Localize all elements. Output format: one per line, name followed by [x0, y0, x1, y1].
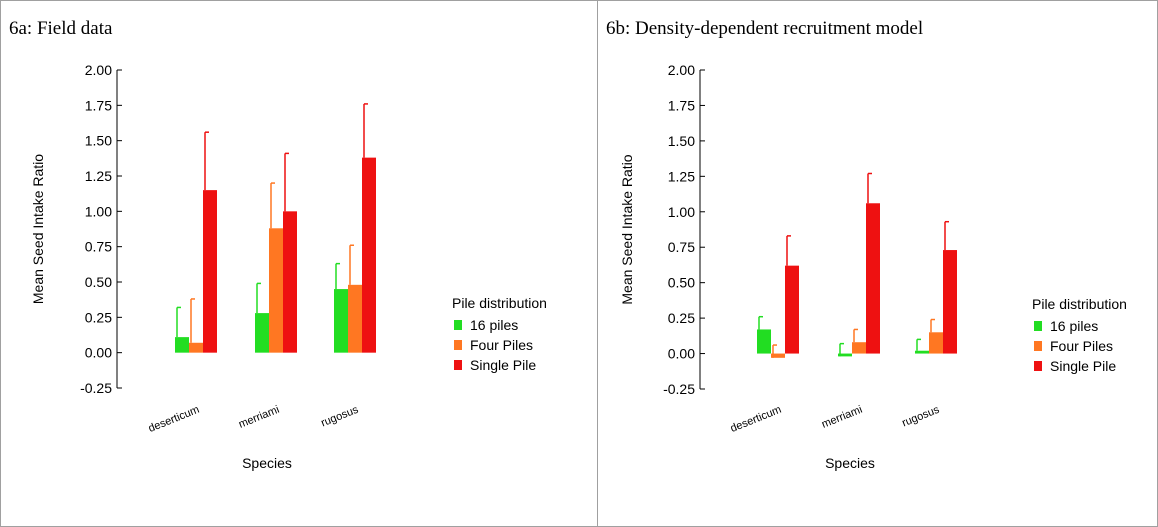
- bar: [283, 211, 297, 353]
- legend-swatch: [454, 360, 462, 370]
- legend-swatch: [1034, 361, 1042, 371]
- bar: [348, 284, 362, 353]
- x-axis-label: Species: [242, 455, 292, 471]
- legend-label: Single Pile: [470, 357, 536, 373]
- legend-label: Single Pile: [1050, 358, 1116, 374]
- bar: [866, 203, 880, 354]
- x-category-label: deserticum: [729, 404, 783, 435]
- bar: [175, 337, 189, 353]
- bar: [838, 353, 852, 357]
- y-tick-label: 2.00: [85, 62, 112, 78]
- y-tick-label: 0.00: [85, 345, 112, 361]
- y-tick-label: 0.75: [85, 239, 112, 255]
- bar: [255, 313, 269, 353]
- panel-title-6b: 6b: Density-dependent recruitment model: [606, 18, 924, 39]
- bar: [852, 342, 866, 354]
- y-tick-label: 1.75: [668, 97, 695, 113]
- y-tick-label: 0.50: [668, 275, 695, 291]
- x-axis-label: Species: [825, 455, 875, 471]
- legend-label: Four Piles: [470, 337, 533, 353]
- legend-label: Four Piles: [1050, 338, 1113, 354]
- y-tick-label: 0.25: [85, 309, 112, 325]
- legend-label: 16 piles: [470, 317, 518, 333]
- y-tick-label: 1.25: [85, 168, 112, 184]
- y-axis-label: Mean Seed Intake Ratio: [30, 154, 46, 304]
- y-tick-label: 1.50: [668, 133, 695, 149]
- legend-label: 16 piles: [1050, 318, 1098, 334]
- chart-density-model: 2.00 1.75 1.50 1.25 1.00 0.75 0.50 0.25 0.00 -0.2…: [619, 62, 1127, 471]
- bar: [943, 250, 957, 354]
- bar: [785, 265, 799, 354]
- bar: [929, 332, 943, 354]
- bar: [771, 353, 785, 358]
- y-tick-label: 1.50: [85, 133, 112, 149]
- bar: [269, 228, 283, 353]
- y-tick-label: 0.00: [668, 346, 695, 362]
- x-category-label: rugosus: [319, 403, 360, 429]
- x-category-label: deserticum: [147, 404, 201, 435]
- legend-swatch: [454, 320, 462, 330]
- bar: [203, 190, 217, 353]
- y-tick-label: 1.75: [85, 97, 112, 113]
- x-category-label: merriami: [820, 404, 864, 431]
- bar: [334, 289, 348, 353]
- y-tick-label: 2.00: [668, 62, 695, 78]
- bar: [189, 342, 203, 353]
- y-tick-label: 0.75: [668, 239, 695, 255]
- panel-divider: [597, 0, 598, 527]
- chart-field-data: 2.00 1.75 1.50 1.25 1.00 0.75 0.50 0.25 0.00 -0.2…: [30, 62, 547, 471]
- x-category-label: merriami: [237, 404, 281, 431]
- y-tick-label: 1.00: [668, 204, 695, 220]
- bar: [362, 157, 376, 353]
- legend-swatch: [454, 340, 462, 350]
- legend-swatch: [1034, 321, 1042, 331]
- bar: [915, 350, 929, 354]
- y-tick-label: 1.25: [668, 168, 695, 184]
- legend-swatch: [1034, 341, 1042, 351]
- x-category-label: rugosus: [900, 403, 941, 429]
- bar: [757, 329, 771, 354]
- y-axis-label: Mean Seed Intake Ratio: [619, 154, 635, 304]
- y-tick-label: -0.25: [663, 381, 695, 397]
- y-tick-label: 0.25: [668, 310, 695, 326]
- panel-title-6a: 6a: Field data: [9, 18, 113, 39]
- y-tick-label: -0.25: [80, 380, 112, 396]
- legend-title: Pile distribution: [1032, 296, 1127, 312]
- y-tick-label: 0.50: [85, 274, 112, 290]
- legend-title: Pile distribution: [452, 295, 547, 311]
- y-tick-label: 1.00: [85, 203, 112, 219]
